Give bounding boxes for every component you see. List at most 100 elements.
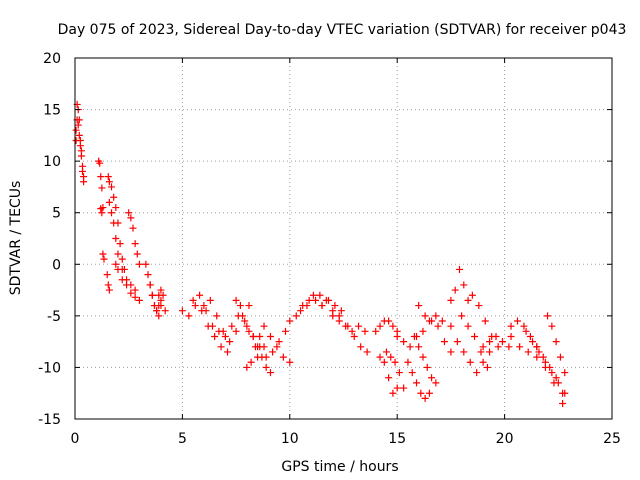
data-point (76, 142, 84, 150)
data-point (108, 183, 116, 191)
data-point (556, 353, 564, 361)
data-point (185, 312, 193, 320)
data-point (544, 312, 552, 320)
data-point (127, 289, 135, 297)
data-point (99, 250, 107, 258)
data-point (363, 348, 371, 356)
data-point (318, 302, 326, 310)
data-point (393, 332, 401, 340)
data-point (286, 358, 294, 366)
data-point (357, 343, 365, 351)
data-point (494, 343, 502, 351)
data-point (432, 312, 440, 320)
data-point (77, 152, 85, 160)
data-point (498, 338, 506, 346)
data-point (98, 209, 106, 217)
data-point (329, 312, 337, 320)
data-point (535, 348, 543, 356)
data-point (305, 296, 313, 304)
data-point (380, 358, 388, 366)
data-point (460, 348, 468, 356)
data-point (118, 255, 126, 263)
data-point (217, 343, 225, 351)
data-point (232, 296, 240, 304)
data-point (189, 296, 197, 304)
data-point (434, 322, 442, 330)
data-point (331, 302, 339, 310)
data-point (232, 327, 240, 335)
data-point (213, 312, 221, 320)
data-series (533, 343, 567, 397)
data-series (125, 209, 143, 268)
data-point (400, 338, 408, 346)
data-series (243, 322, 290, 361)
data-series (243, 322, 268, 371)
data-point (178, 307, 186, 315)
data-point (466, 358, 474, 366)
data-point (161, 307, 169, 315)
data-point (221, 332, 229, 340)
data-point (266, 369, 274, 377)
data-point (507, 332, 515, 340)
data-point (112, 260, 120, 268)
data-point (507, 322, 515, 330)
data-point (539, 353, 547, 361)
data-point (74, 121, 82, 129)
y-tick-label: 10 (43, 154, 61, 170)
data-marks (72, 100, 569, 408)
data-series (382, 348, 408, 392)
data-series (318, 296, 371, 356)
data-series (415, 302, 455, 356)
data-point (376, 353, 384, 361)
data-point (104, 281, 112, 289)
data-point (98, 184, 106, 192)
data-point (254, 353, 262, 361)
data-series (507, 317, 541, 351)
data-point (417, 389, 425, 397)
data-series (372, 317, 401, 335)
data-point (559, 400, 567, 408)
data-point (262, 353, 270, 361)
data-point (372, 327, 380, 335)
data-series (458, 312, 491, 371)
data-point (135, 296, 143, 304)
data-point (236, 302, 244, 310)
y-tick-label: -5 (47, 309, 61, 325)
data-point (408, 369, 416, 377)
data-point (361, 327, 369, 335)
data-point (355, 322, 363, 330)
data-series (112, 260, 143, 304)
data-point (226, 338, 234, 346)
x-tick-labels: 0 5 10 15 20 25 (71, 431, 621, 447)
y-tick-label: -15 (38, 412, 61, 428)
data-point (243, 363, 251, 371)
data-point (116, 240, 124, 248)
x-axis-label: GPS time / hours (281, 459, 398, 475)
data-point (148, 291, 156, 299)
data-point (486, 348, 494, 356)
data-point (108, 209, 116, 217)
data-point (382, 348, 390, 356)
data-point (479, 343, 487, 351)
x-tick-label: 20 (496, 431, 514, 447)
data-point (423, 363, 431, 371)
data-point (262, 363, 270, 371)
data-point (554, 379, 562, 387)
data-point (348, 327, 356, 335)
data-point (266, 332, 274, 340)
data-point (224, 348, 232, 356)
x-tick-label: 5 (178, 431, 187, 447)
data-point (279, 353, 287, 361)
data-point (400, 384, 408, 392)
data-point (142, 260, 150, 268)
data-point (505, 343, 513, 351)
data-point (103, 271, 111, 279)
data-point (516, 343, 524, 351)
y-tick-labels: -15 -10 -5 0 5 10 15 20 (38, 51, 61, 428)
x-tick-label: 15 (388, 431, 406, 447)
data-series (97, 205, 108, 263)
gridlines (75, 58, 612, 419)
data-series (286, 296, 326, 325)
data-point (471, 332, 479, 340)
data-point (464, 296, 472, 304)
